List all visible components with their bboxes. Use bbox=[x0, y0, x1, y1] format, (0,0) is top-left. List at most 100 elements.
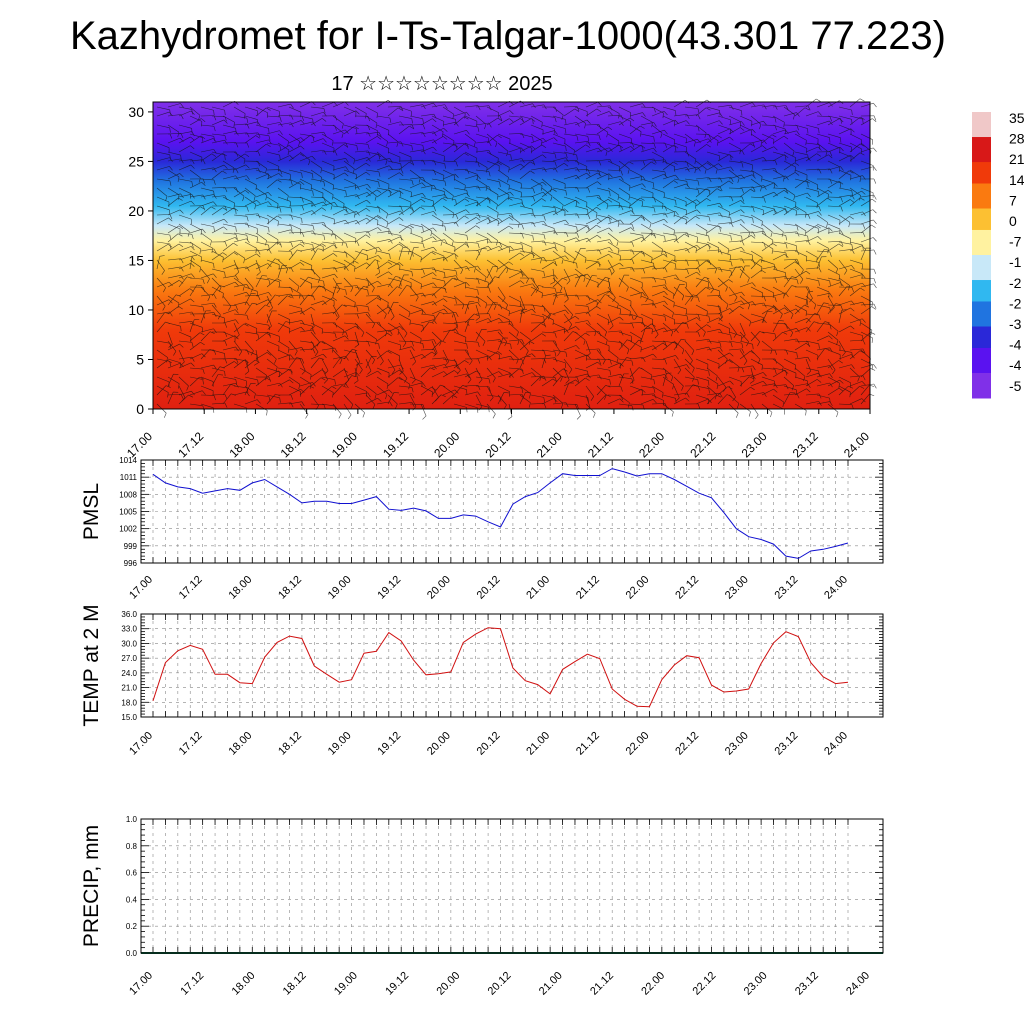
wind-barb bbox=[530, 181, 543, 189]
wind-barb-flag bbox=[791, 276, 797, 279]
wind-barb bbox=[684, 241, 697, 249]
wind-barb-flag bbox=[276, 203, 279, 209]
wind-barb-flag bbox=[376, 189, 382, 193]
wind-barb bbox=[618, 249, 632, 252]
wind-barb-flag bbox=[587, 141, 591, 146]
wind-barb bbox=[156, 311, 170, 315]
wind-barb-flag bbox=[466, 111, 470, 117]
wind-barb bbox=[662, 161, 674, 171]
wind-barb bbox=[827, 403, 839, 413]
wind-barb bbox=[167, 243, 180, 252]
wind-barb-flag bbox=[190, 200, 195, 205]
wind-barb-flag bbox=[598, 195, 602, 200]
wind-barb-flag bbox=[499, 115, 503, 121]
wind-barb-flag bbox=[692, 294, 698, 297]
wind-barb-flag bbox=[233, 202, 235, 208]
wind-barb bbox=[684, 384, 694, 396]
wind-barb bbox=[574, 226, 587, 234]
wind-barb bbox=[475, 286, 489, 289]
wind-barb bbox=[464, 160, 478, 163]
wind-barb-flag bbox=[561, 403, 564, 409]
wind-barb bbox=[508, 241, 522, 245]
wind-barb bbox=[233, 376, 247, 382]
wind-barb bbox=[816, 335, 829, 342]
wind-barb-flag bbox=[408, 312, 411, 318]
wind-barb bbox=[706, 120, 720, 126]
wind-barb-flag bbox=[374, 259, 380, 262]
wind-barb bbox=[178, 262, 191, 270]
wind-barb bbox=[365, 227, 378, 234]
wind-barb bbox=[607, 340, 621, 343]
wind-barb-flag bbox=[818, 111, 822, 116]
wind-barb-flag bbox=[554, 130, 558, 135]
wind-barb bbox=[684, 106, 698, 109]
wind-barb bbox=[849, 211, 863, 216]
wind-barb-flag bbox=[279, 145, 282, 151]
wind-barb bbox=[794, 180, 806, 189]
wind-barb-flag bbox=[840, 206, 843, 212]
wind-barb-flag bbox=[829, 324, 832, 330]
wind-barb bbox=[618, 115, 631, 122]
wind-barb bbox=[222, 376, 236, 380]
wind-barb-flag bbox=[828, 335, 833, 340]
wind-barb-flag bbox=[376, 153, 382, 158]
wind-barb-flag bbox=[827, 190, 833, 194]
wind-barb bbox=[530, 376, 541, 387]
wind-barb bbox=[849, 98, 861, 108]
wind-barb bbox=[662, 274, 676, 279]
wind-barb-flag bbox=[818, 128, 820, 134]
wind-barb bbox=[519, 356, 526, 369]
wind-barb bbox=[706, 160, 718, 170]
wind-barb-flag bbox=[576, 263, 578, 269]
wind-barb bbox=[640, 214, 652, 224]
heat-ytick-label: 15 bbox=[128, 252, 144, 268]
wind-barb bbox=[585, 385, 594, 397]
wind-barb bbox=[761, 367, 775, 370]
wind-barb bbox=[772, 232, 786, 236]
wind-barb-flag bbox=[520, 118, 525, 122]
wind-barb bbox=[354, 322, 365, 333]
wind-barb-flag bbox=[393, 392, 399, 394]
wind-barb bbox=[563, 122, 577, 126]
wind-barb bbox=[618, 295, 632, 302]
wind-barb bbox=[805, 142, 819, 145]
wind-barb-flag bbox=[784, 370, 789, 374]
wind-barb-flag bbox=[465, 209, 470, 214]
wind-barb bbox=[530, 220, 544, 225]
wind-barb-flag bbox=[553, 398, 558, 403]
wind-barb bbox=[233, 151, 246, 160]
wind-barb-flag bbox=[829, 151, 833, 157]
wind-barb bbox=[178, 164, 192, 171]
wind-barb bbox=[497, 191, 511, 198]
wind-barb bbox=[849, 245, 862, 252]
wind-barb-flag bbox=[543, 271, 545, 277]
wind-barb bbox=[618, 266, 632, 270]
wind-barb-flag bbox=[596, 207, 601, 211]
wind-barb-flag bbox=[785, 276, 789, 282]
wind-barb bbox=[640, 158, 654, 162]
wind-barb-flag bbox=[355, 361, 360, 366]
wind-barb bbox=[277, 196, 291, 202]
wind-barb bbox=[288, 178, 301, 185]
wind-barb bbox=[706, 249, 720, 252]
wind-barb bbox=[420, 178, 433, 186]
wind-barb-flag bbox=[528, 393, 531, 399]
wind-barb-flag bbox=[873, 166, 877, 171]
wind-barb bbox=[574, 311, 588, 315]
wind-barb bbox=[783, 196, 797, 203]
wind-barb-flag bbox=[664, 374, 668, 379]
wind-barb bbox=[860, 393, 870, 405]
wind-barb-flag bbox=[409, 225, 414, 229]
wind-barb bbox=[860, 133, 873, 140]
wind-barb bbox=[761, 241, 774, 250]
wind-barb-flag bbox=[213, 294, 217, 299]
wind-barb bbox=[332, 101, 346, 108]
wind-barb bbox=[255, 322, 269, 326]
wind-barb bbox=[233, 214, 247, 217]
wind-barb bbox=[651, 385, 664, 393]
wind-barb-flag bbox=[602, 359, 606, 365]
wind-barb bbox=[849, 241, 863, 246]
wind-barb bbox=[739, 322, 746, 335]
pmsl-xtick-label: 20.00 bbox=[425, 574, 453, 602]
wind-barb-flag bbox=[608, 173, 613, 178]
